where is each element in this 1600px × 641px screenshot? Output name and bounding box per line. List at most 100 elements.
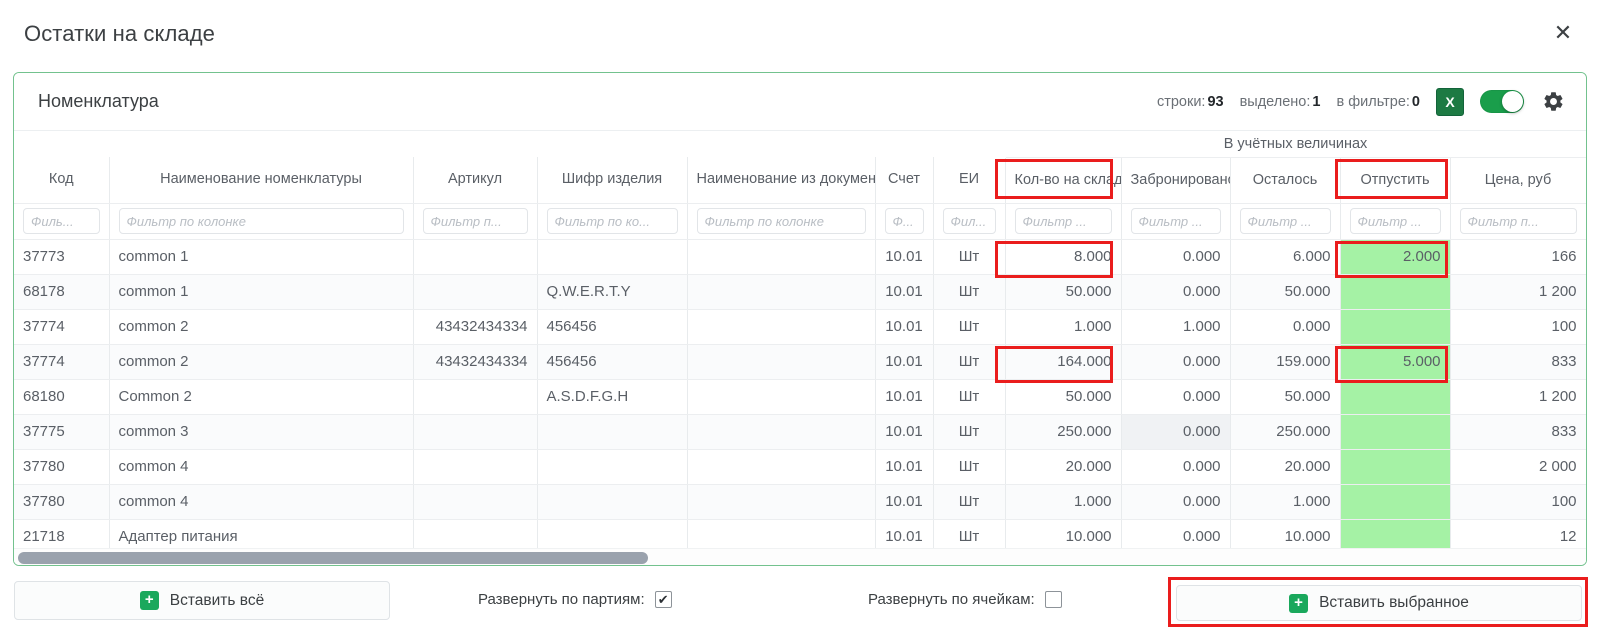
filter-input-reserved[interactable]: Фильтр ...: [1130, 208, 1221, 234]
column-header-account[interactable]: Счет: [875, 157, 934, 204]
cell-code[interactable]: 37780: [14, 449, 110, 485]
cell-remaining[interactable]: 50.000: [1230, 274, 1341, 310]
cell-cipher[interactable]: [537, 484, 688, 520]
cell-stock[interactable]: 1.000: [1005, 309, 1122, 345]
table-row[interactable]: 68178 common 1 Q.W.E.R.T.Y 10.01 Шт 50.000 0.0…: [14, 274, 1586, 310]
cell-account[interactable]: 10.01: [875, 379, 934, 415]
filter-input-release[interactable]: Фильтр ...: [1349, 208, 1441, 234]
cell-article[interactable]: [413, 274, 538, 310]
cell-article[interactable]: [413, 484, 538, 520]
column-header-reserved[interactable]: Забронировано: [1121, 157, 1231, 204]
cell-name[interactable]: common 2: [109, 309, 414, 345]
cell-name[interactable]: common 1: [109, 239, 414, 275]
cell-supplier[interactable]: [687, 449, 876, 485]
column-header-article[interactable]: Артикул: [413, 157, 538, 204]
cell-cipher[interactable]: A.S.D.F.G.H: [537, 379, 688, 415]
table-row[interactable]: 68180 Common 2 A.S.D.F.G.H 10.01 Шт 50.000 0.0…: [14, 379, 1586, 415]
cell-unit[interactable]: Шт: [933, 379, 1006, 415]
cell-article[interactable]: [413, 239, 538, 275]
filter-input-price[interactable]: Фильтр п...: [1459, 208, 1577, 234]
cell-stock[interactable]: 8.000: [1005, 239, 1122, 275]
column-header-unit[interactable]: ЕИ: [933, 157, 1006, 204]
close-icon[interactable]: ✕: [1548, 18, 1578, 48]
cell-cipher[interactable]: 456456: [537, 309, 688, 345]
cell-stock[interactable]: 50.000: [1005, 274, 1122, 310]
cell-unit[interactable]: Шт: [933, 309, 1006, 345]
cell-reserved[interactable]: 0.000: [1121, 379, 1231, 415]
table-row[interactable]: 37774 common 2 43432434334 456456 10.01 Шт 1.0…: [14, 309, 1586, 345]
cell-price[interactable]: 833: [1450, 414, 1586, 450]
expand-cells-checkbox[interactable]: [1044, 591, 1062, 608]
column-header-stock[interactable]: Кол-во на складе: [1005, 157, 1122, 204]
cell-code[interactable]: 37780: [14, 484, 110, 520]
cell-stock[interactable]: 50.000: [1005, 379, 1122, 415]
cell-code[interactable]: 68178: [14, 274, 110, 310]
cell-cipher[interactable]: [537, 449, 688, 485]
cell-account[interactable]: 10.01: [875, 344, 934, 380]
cell-code[interactable]: 37775: [14, 414, 110, 450]
cell-release[interactable]: [1340, 309, 1451, 345]
filter-input-supplier[interactable]: Фильтр по колонке: [696, 208, 866, 234]
filter-input-account[interactable]: Ф...: [884, 208, 924, 234]
cell-stock[interactable]: 164.000: [1005, 344, 1122, 380]
cell-account[interactable]: 10.01: [875, 274, 934, 310]
column-header-supplier[interactable]: Наименование из документа поставщика: [687, 157, 876, 204]
cell-unit[interactable]: Шт: [933, 344, 1006, 380]
cell-account[interactable]: 10.01: [875, 449, 934, 485]
cell-cipher[interactable]: 456456: [537, 344, 688, 380]
cell-release[interactable]: [1340, 484, 1451, 520]
cell-unit[interactable]: Шт: [933, 484, 1006, 520]
cell-release[interactable]: [1340, 449, 1451, 485]
scrollbar-thumb[interactable]: [18, 552, 648, 564]
cell-stock[interactable]: 250.000: [1005, 414, 1122, 450]
column-header-name[interactable]: Наименование номенклатуры: [109, 157, 414, 204]
filter-input-article[interactable]: Фильтр п...: [422, 208, 528, 234]
cell-supplier[interactable]: [687, 484, 876, 520]
cell-price[interactable]: 1 200: [1450, 379, 1586, 415]
cell-remaining[interactable]: 20.000: [1230, 449, 1341, 485]
cell-release[interactable]: 5.000: [1340, 344, 1451, 380]
cell-cipher[interactable]: [537, 414, 688, 450]
cell-account[interactable]: 10.01: [875, 414, 934, 450]
cell-release[interactable]: [1340, 414, 1451, 450]
table-row[interactable]: 37774 common 2 43432434334 456456 10.01 Шт 164…: [14, 344, 1586, 380]
cell-price[interactable]: 166: [1450, 239, 1586, 275]
cell-price[interactable]: 1 200: [1450, 274, 1586, 310]
cell-price[interactable]: 100: [1450, 309, 1586, 345]
cell-account[interactable]: 10.01: [875, 309, 934, 345]
column-header-code[interactable]: Код: [14, 157, 110, 204]
cell-unit[interactable]: Шт: [933, 449, 1006, 485]
cell-unit[interactable]: Шт: [933, 414, 1006, 450]
filter-input-code[interactable]: Филь...: [23, 208, 100, 234]
cell-remaining[interactable]: 50.000: [1230, 379, 1341, 415]
export-excel-button[interactable]: X: [1436, 87, 1464, 116]
cell-article[interactable]: 43432434334: [413, 344, 538, 380]
cell-stock[interactable]: 1.000: [1005, 484, 1122, 520]
cell-supplier[interactable]: [687, 379, 876, 415]
cell-reserved[interactable]: 0.000: [1121, 414, 1231, 450]
table-row[interactable]: 37780 common 4 10.01 Шт 1.000 0.000 1.000 100: [14, 484, 1586, 520]
filter-input-remaining[interactable]: Фильтр ...: [1239, 208, 1331, 234]
gear-icon[interactable]: [1540, 89, 1566, 115]
cell-code[interactable]: 37773: [14, 239, 110, 275]
cell-reserved[interactable]: 0.000: [1121, 344, 1231, 380]
cell-reserved[interactable]: 0.000: [1121, 274, 1231, 310]
filter-input-name[interactable]: Фильтр по колонке: [118, 208, 404, 234]
cell-price[interactable]: 833: [1450, 344, 1586, 380]
table-row[interactable]: 37773 common 1 10.01 Шт 8.000 0.000 6.000 2.000…: [14, 239, 1586, 275]
cell-release[interactable]: 2.000: [1340, 239, 1451, 275]
cell-article[interactable]: 43432434334: [413, 309, 538, 345]
insert-selected-button[interactable]: + Вставить выбранное: [1176, 585, 1582, 621]
cell-unit[interactable]: Шт: [933, 239, 1006, 275]
cell-price[interactable]: 2 000: [1450, 449, 1586, 485]
view-toggle[interactable]: [1480, 90, 1524, 113]
cell-unit[interactable]: Шт: [933, 274, 1006, 310]
cell-code[interactable]: 37774: [14, 309, 110, 345]
cell-reserved[interactable]: 1.000: [1121, 309, 1231, 345]
cell-stock[interactable]: 20.000: [1005, 449, 1122, 485]
cell-name[interactable]: common 2: [109, 344, 414, 380]
cell-name[interactable]: common 4: [109, 484, 414, 520]
cell-article[interactable]: [413, 449, 538, 485]
cell-supplier[interactable]: [687, 344, 876, 380]
cell-name[interactable]: common 4: [109, 449, 414, 485]
